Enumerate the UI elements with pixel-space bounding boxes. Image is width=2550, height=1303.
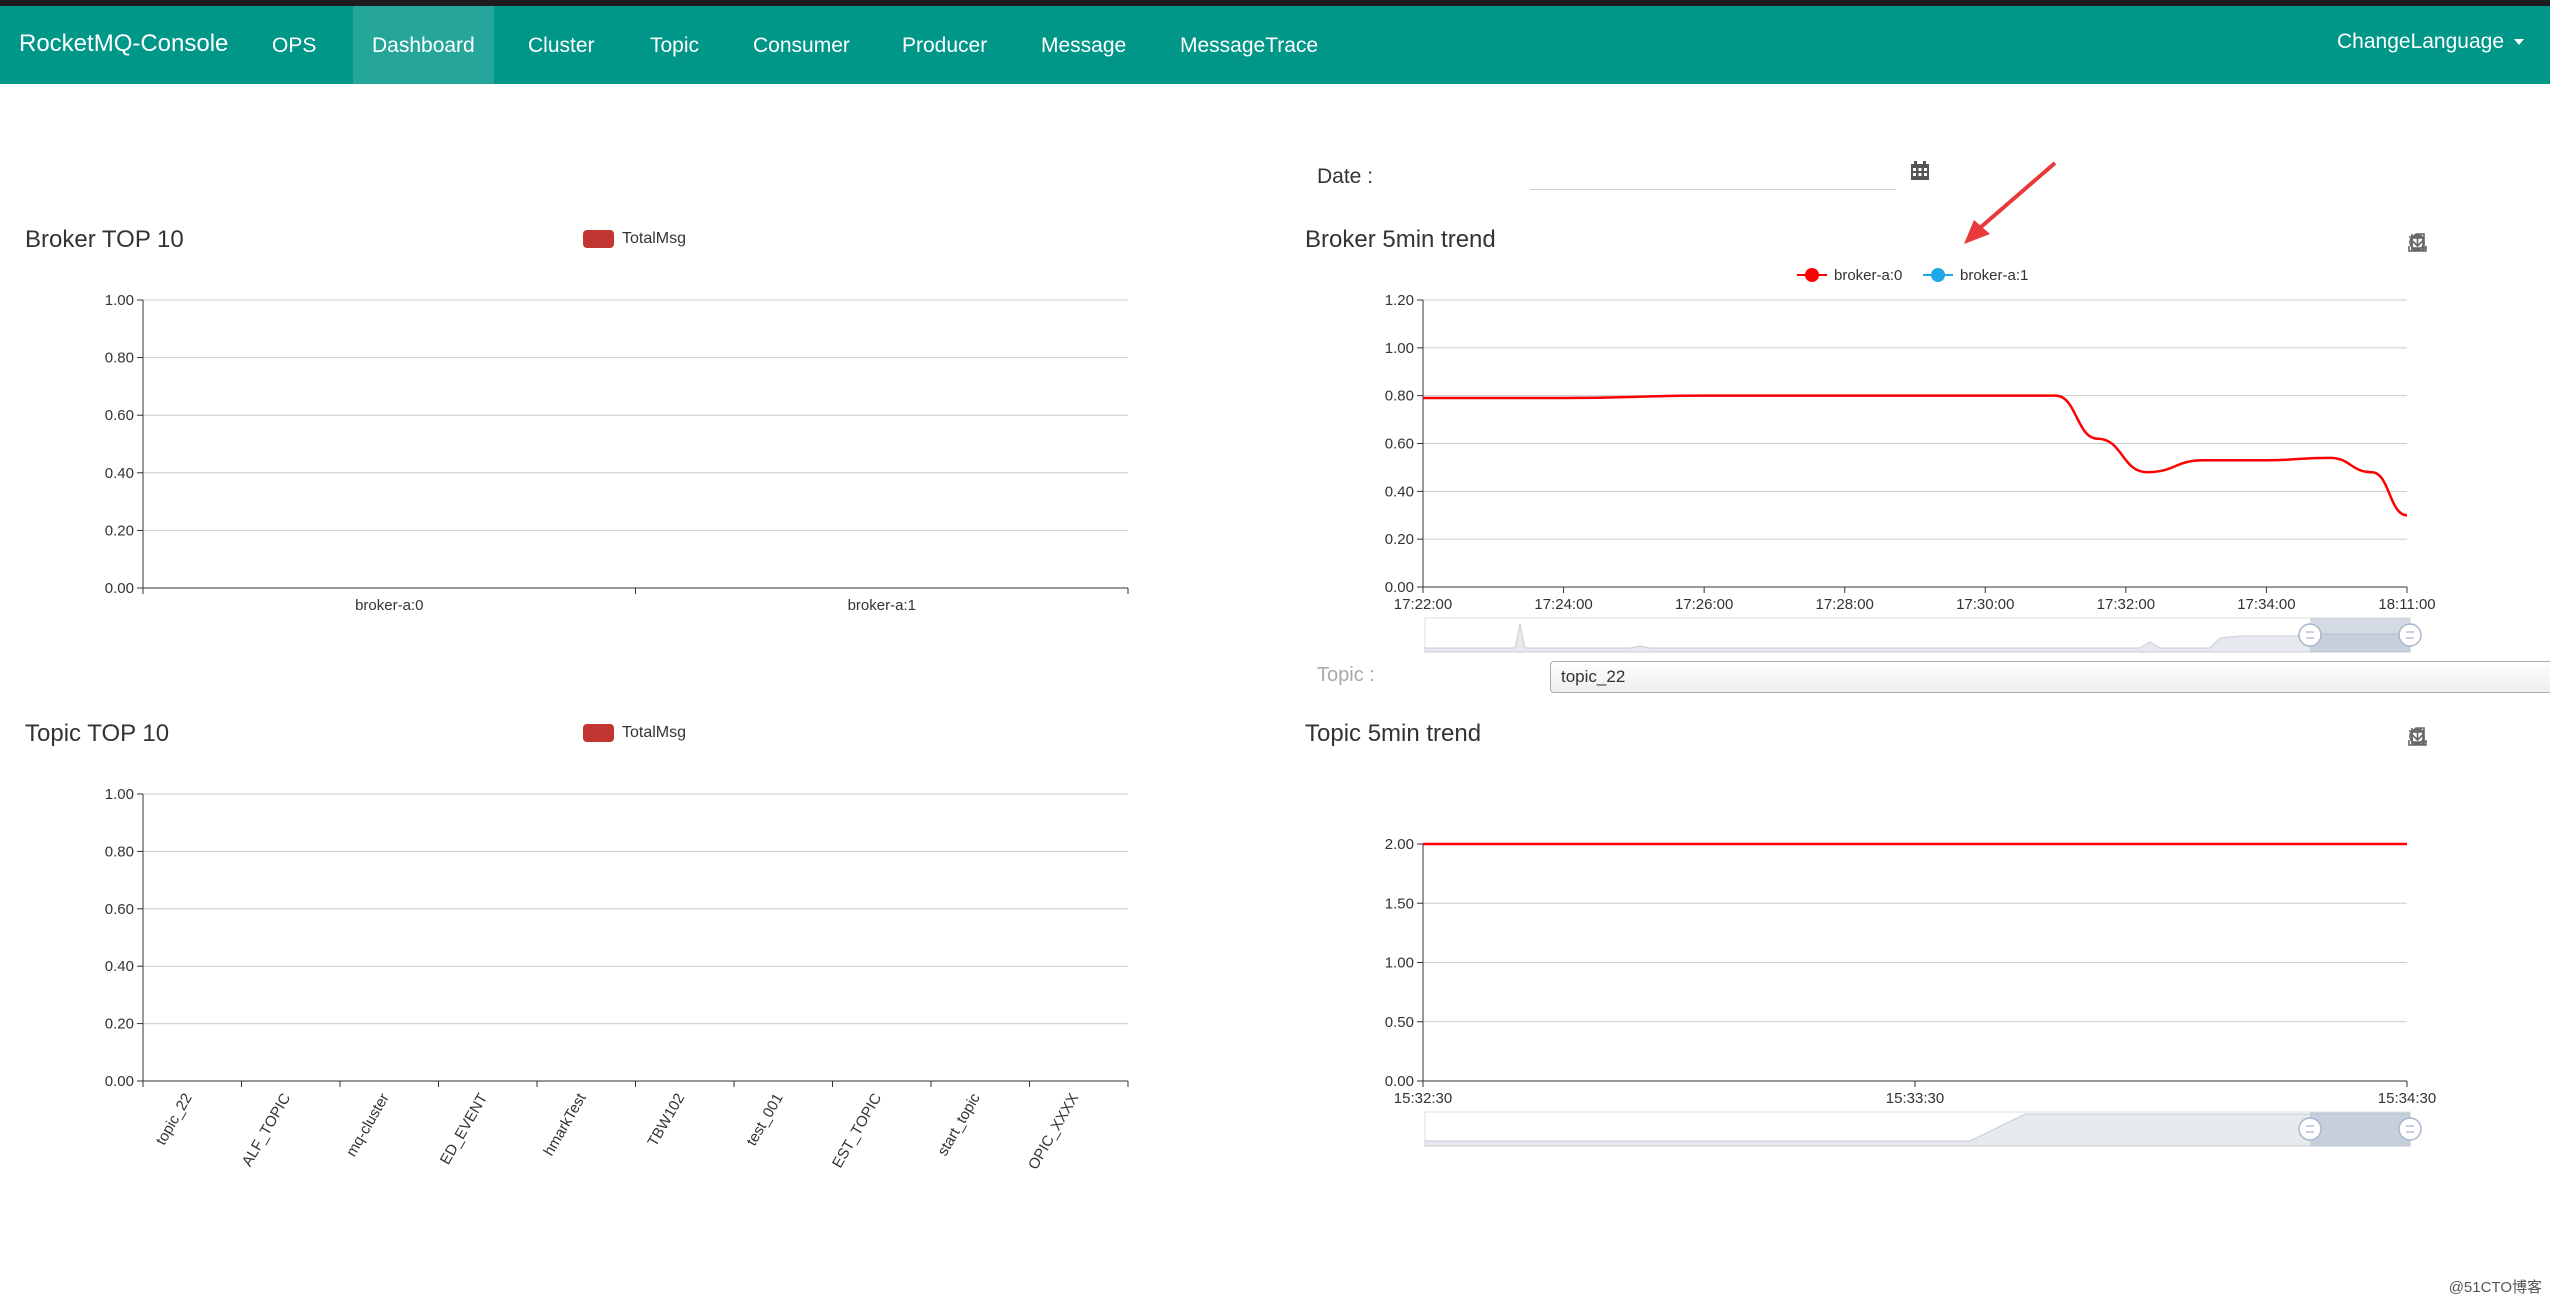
x-tick-label: 15:33:30 [1886, 1090, 1944, 1107]
date-input[interactable] [1530, 162, 1896, 190]
x-tick-label: broker-a:1 [848, 597, 916, 614]
y-tick-label: 0.20 [105, 1016, 134, 1033]
y-tick-label: 1.20 [1385, 292, 1414, 309]
nav-message[interactable]: Message [1041, 34, 1127, 57]
data-zoom-window [2310, 618, 2410, 652]
x-tick-label: 17:26:00 [1675, 596, 1733, 613]
x-tick-label: 15:34:30 [2378, 1090, 2436, 1107]
y-tick-label: 0.20 [1385, 531, 1414, 548]
x-tick-label: 17:28:00 [1816, 596, 1874, 613]
brand-logo[interactable]: RocketMQ-Console [19, 30, 229, 57]
y-tick-label: 1.00 [105, 786, 134, 803]
data-zoom-handle[interactable] [2398, 623, 2422, 647]
calendar-icon[interactable] [1911, 161, 1929, 180]
y-tick-label: 0.80 [105, 843, 134, 860]
legend-swatch [583, 724, 614, 742]
restore-icon[interactable] [2408, 233, 2427, 252]
nav-dashboard[interactable]: Dashboard [353, 6, 494, 84]
window-top-strip [0, 0, 2550, 6]
y-tick-label: 0.00 [105, 580, 134, 597]
legend-marker-broker-a1 [1931, 268, 1945, 282]
legend-label: TotalMsg [622, 724, 687, 741]
x-tick-label: 18:11:00 [2378, 596, 2435, 613]
broker-trend-title: Broker 5min trend [1305, 226, 1496, 253]
data-zoom-handle[interactable] [2298, 1117, 2322, 1141]
nav-producer[interactable]: Producer [902, 34, 988, 57]
y-tick-label: 2.00 [1385, 836, 1414, 853]
caret-down-icon [2514, 39, 2524, 46]
restore-icon[interactable] [2408, 727, 2427, 746]
x-tick-label: 17:22:00 [1394, 596, 1452, 613]
topic-select-value: topic_22 [1561, 667, 1626, 686]
y-tick-label: 0.00 [105, 1073, 134, 1090]
y-tick-label: 1.00 [1385, 955, 1414, 972]
y-tick-label: 0.20 [105, 522, 134, 539]
x-tick-label: broker-a:0 [355, 597, 423, 614]
data-zoom-preview [1424, 1113, 2411, 1147]
legend-swatch [583, 230, 614, 248]
broker-trend-chart: 0.00 0.20 0.40 0.60 0.80 1.00 1.20 17:22:00 17:2… [1385, 267, 2436, 653]
topic-trend-title: Topic 5min trend [1305, 720, 1482, 747]
nav-messagetrace[interactable]: MessageTrace [1180, 34, 1319, 57]
y-tick-label: 0.60 [105, 901, 134, 918]
x-tick-label: 17:24:00 [1534, 596, 1592, 613]
change-language-dropdown[interactable]: ChangeLanguage [2337, 30, 2524, 54]
download-icon[interactable] [2408, 727, 2427, 746]
y-tick-label: 1.00 [105, 292, 134, 309]
legend-label-broker-a1: broker-a:1 [1960, 267, 2028, 284]
download-icon[interactable] [2408, 233, 2427, 252]
broker-top10-title: Broker TOP 10 [25, 226, 184, 253]
y-tick-label: 0.40 [105, 958, 134, 975]
y-tick-label: 0.00 [1385, 579, 1414, 596]
y-tick-label: 0.60 [105, 407, 134, 424]
broker-top10-chart: 0.00 0.20 0.40 0.60 0.80 1.00 broker-a:0 broker… [105, 292, 1129, 614]
y-tick-label: 1.00 [1385, 340, 1414, 357]
nav-topic[interactable]: Topic [650, 34, 700, 57]
topic-select[interactable]: topic_22 [1550, 661, 2550, 693]
y-tick-label: 0.80 [105, 350, 134, 367]
legend-label-broker-a0: broker-a:0 [1834, 267, 1902, 284]
y-tick-label: 1.50 [1385, 895, 1414, 912]
nav-ops[interactable]: OPS [272, 34, 317, 57]
y-tick-label: 0.60 [1385, 436, 1414, 453]
y-tick-label: 0.80 [1385, 388, 1414, 405]
data-zoom-handle[interactable] [2298, 623, 2322, 647]
change-language-label: ChangeLanguage [2337, 30, 2504, 53]
date-label: Date : [1317, 165, 1374, 188]
y-tick-label: 0.40 [1385, 483, 1414, 500]
nav-consumer[interactable]: Consumer [753, 34, 850, 57]
data-zoom-window [2310, 1112, 2410, 1146]
data-zoom-handle[interactable] [2398, 1117, 2422, 1141]
navbar: RocketMQ-Console OPS Dashboard Cluster T… [0, 6, 2550, 84]
nav-cluster[interactable]: Cluster [528, 34, 595, 57]
broker-top10-legend[interactable]: TotalMsg [583, 230, 686, 248]
watermark: @51CTO博客 [2448, 1279, 2542, 1296]
legend-label: TotalMsg [622, 230, 687, 247]
x-tick-label: 17:30:00 [1956, 596, 2014, 613]
x-tick-label: 15:32:30 [1394, 1090, 1452, 1107]
topic-top10-legend[interactable]: TotalMsg [583, 724, 686, 742]
topic-top10-title: Topic TOP 10 [25, 720, 170, 747]
series-line-broker-a0 [1423, 394, 2408, 517]
x-tick-label: 17:32:00 [2097, 596, 2155, 613]
y-tick-label: 0.00 [1385, 1073, 1414, 1090]
y-tick-label: 0.40 [105, 465, 134, 482]
x-tick-label: 17:34:00 [2237, 596, 2295, 613]
legend-marker-broker-a0 [1805, 268, 1819, 282]
y-tick-label: 0.50 [1385, 1014, 1414, 1031]
red-arrow-annotation [1964, 161, 2057, 244]
topic-label: Topic : [1317, 664, 1375, 686]
